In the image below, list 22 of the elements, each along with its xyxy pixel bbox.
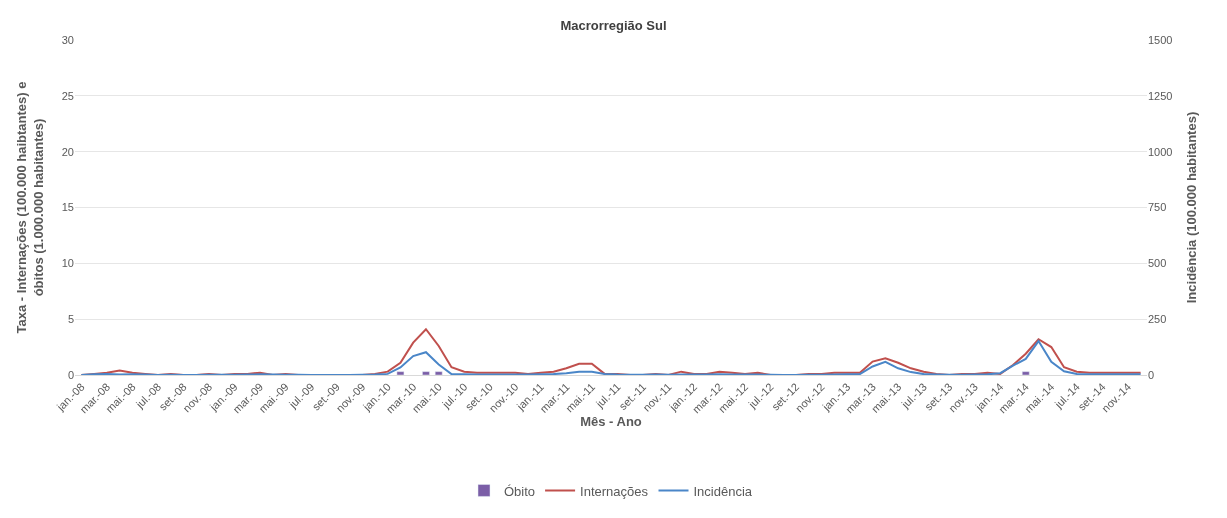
legend-label: Incidência: [693, 483, 753, 499]
y2-tick-label: 1250: [1148, 89, 1173, 102]
y-axis-title: Taxa - Internações (100.000 haibtantes) e óbitos (1.000.000 habitantes): [13, 81, 46, 334]
y-tick-label: 25: [61, 89, 74, 102]
chart-title: Macrorregião Sul: [560, 17, 667, 33]
y2-tick-label: 750: [1148, 201, 1167, 214]
y2-tick-label: 0: [1148, 368, 1155, 381]
y-tick-label: 0: [67, 368, 74, 381]
legend-label: Óbito: [504, 483, 536, 499]
y-tick-label: 20: [61, 145, 74, 158]
y2-axis-title: Incidência (100.000 habitantes): [1184, 111, 1200, 304]
y2-tick-label: 1000: [1148, 145, 1173, 158]
y2-tick-label: 1500: [1148, 33, 1173, 46]
y-tick-label: 10: [61, 257, 74, 270]
line-series: [80, 340, 1142, 375]
y-tick-label: 30: [61, 33, 74, 46]
y2-tick-label: 250: [1148, 313, 1167, 326]
y-tick-label: 5: [67, 313, 74, 326]
y-tick-label: 15: [61, 201, 74, 214]
x-axis-title: Mês - Ano: [580, 414, 642, 430]
legend-label: Internações: [580, 483, 649, 499]
y2-tick-label: 500: [1148, 257, 1167, 270]
